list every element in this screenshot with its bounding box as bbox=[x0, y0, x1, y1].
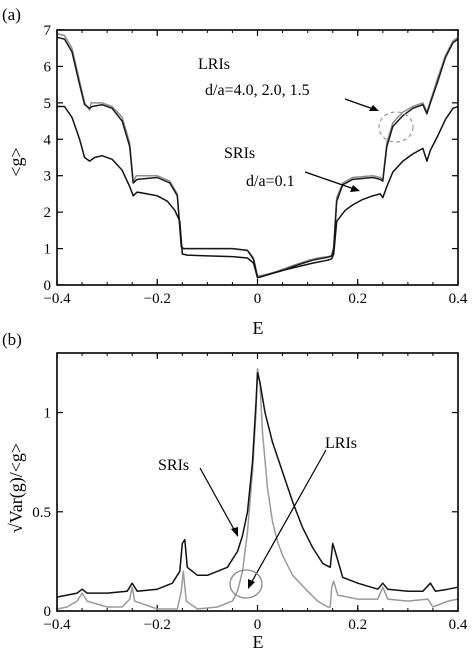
y-tick-label-a: 4 bbox=[44, 132, 52, 148]
annot-sris-da-a: d/a=0.1 bbox=[246, 173, 295, 190]
panel-a: (a) <g> E −0.4 −0.2 0 0.2 0.4 0 1 2 3 4 5 6 7 LRIs d… bbox=[2, 5, 468, 338]
y-tick-label-a: 0 bbox=[44, 278, 52, 294]
x-tick-label-b: −0.4 bbox=[43, 617, 71, 633]
y-tick-label-a: 3 bbox=[44, 169, 52, 185]
x-tick-label-a: −0.2 bbox=[144, 291, 171, 307]
x-tick-label-a: 0.4 bbox=[449, 291, 468, 307]
y-tick-label-b: 0 bbox=[44, 604, 52, 620]
x-axis-label-a: E bbox=[253, 318, 264, 338]
series-line-a-0 bbox=[56, 32, 459, 277]
y-tick-label-a: 5 bbox=[44, 96, 52, 112]
annot-lris-circle-a bbox=[378, 111, 414, 143]
series-line-b-0 bbox=[56, 368, 459, 610]
x-axis-label-b: E bbox=[253, 632, 264, 652]
annot-lris-title-a: LRIs bbox=[198, 56, 230, 73]
x-tick-label-b: 0 bbox=[254, 617, 262, 633]
y-tick-label-b: 1 bbox=[44, 406, 52, 422]
x-tick-label-a: −0.4 bbox=[43, 291, 71, 307]
y-axis-label-a: <g> bbox=[6, 147, 26, 176]
y-tick-label-a: 7 bbox=[44, 23, 52, 39]
annot-lris-arrow-b bbox=[248, 449, 327, 589]
x-tick-label-a: 0 bbox=[254, 291, 262, 307]
panel-label-b: (b) bbox=[2, 330, 22, 349]
x-tick-label-b: −0.2 bbox=[144, 617, 171, 633]
series-line-b-1 bbox=[56, 372, 459, 598]
x-tick-label-b: 0.2 bbox=[348, 617, 367, 633]
annot-lris-circle-b bbox=[229, 569, 263, 599]
y-axis-label-b: √Var(g)/<g> bbox=[6, 443, 27, 533]
annot-lris-arrow-a bbox=[344, 98, 379, 111]
plot-frame-b bbox=[56, 352, 459, 612]
y-tick-label-a: 2 bbox=[44, 205, 52, 221]
y-tick-label-b: 0.5 bbox=[32, 505, 51, 521]
annot-lris-da-a: d/a=4.0, 2.0, 1.5 bbox=[205, 82, 310, 99]
panel-label-a: (a) bbox=[2, 5, 21, 24]
annot-sris-b: SRIs bbox=[158, 457, 189, 474]
annot-sris-arrow-a bbox=[304, 171, 360, 192]
plot-frame-a bbox=[56, 29, 459, 286]
annot-sris-arrow-b bbox=[199, 467, 238, 537]
y-tick-label-a: 1 bbox=[44, 242, 52, 258]
x-tick-label-a: 0.2 bbox=[348, 291, 367, 307]
panel-b: (b) √Var(g)/<g> E −0.4 −0.2 0 0.2 0.4 0 0.5 1 S… bbox=[2, 330, 468, 652]
annot-lris-b: LRIs bbox=[325, 435, 357, 452]
annot-sris-title-a: SRIs bbox=[224, 145, 255, 162]
series-line-a-1 bbox=[56, 36, 459, 279]
y-tick-label-a: 6 bbox=[44, 59, 52, 75]
series-line-a-2 bbox=[57, 105, 459, 279]
x-tick-label-b: 0.4 bbox=[449, 617, 468, 633]
